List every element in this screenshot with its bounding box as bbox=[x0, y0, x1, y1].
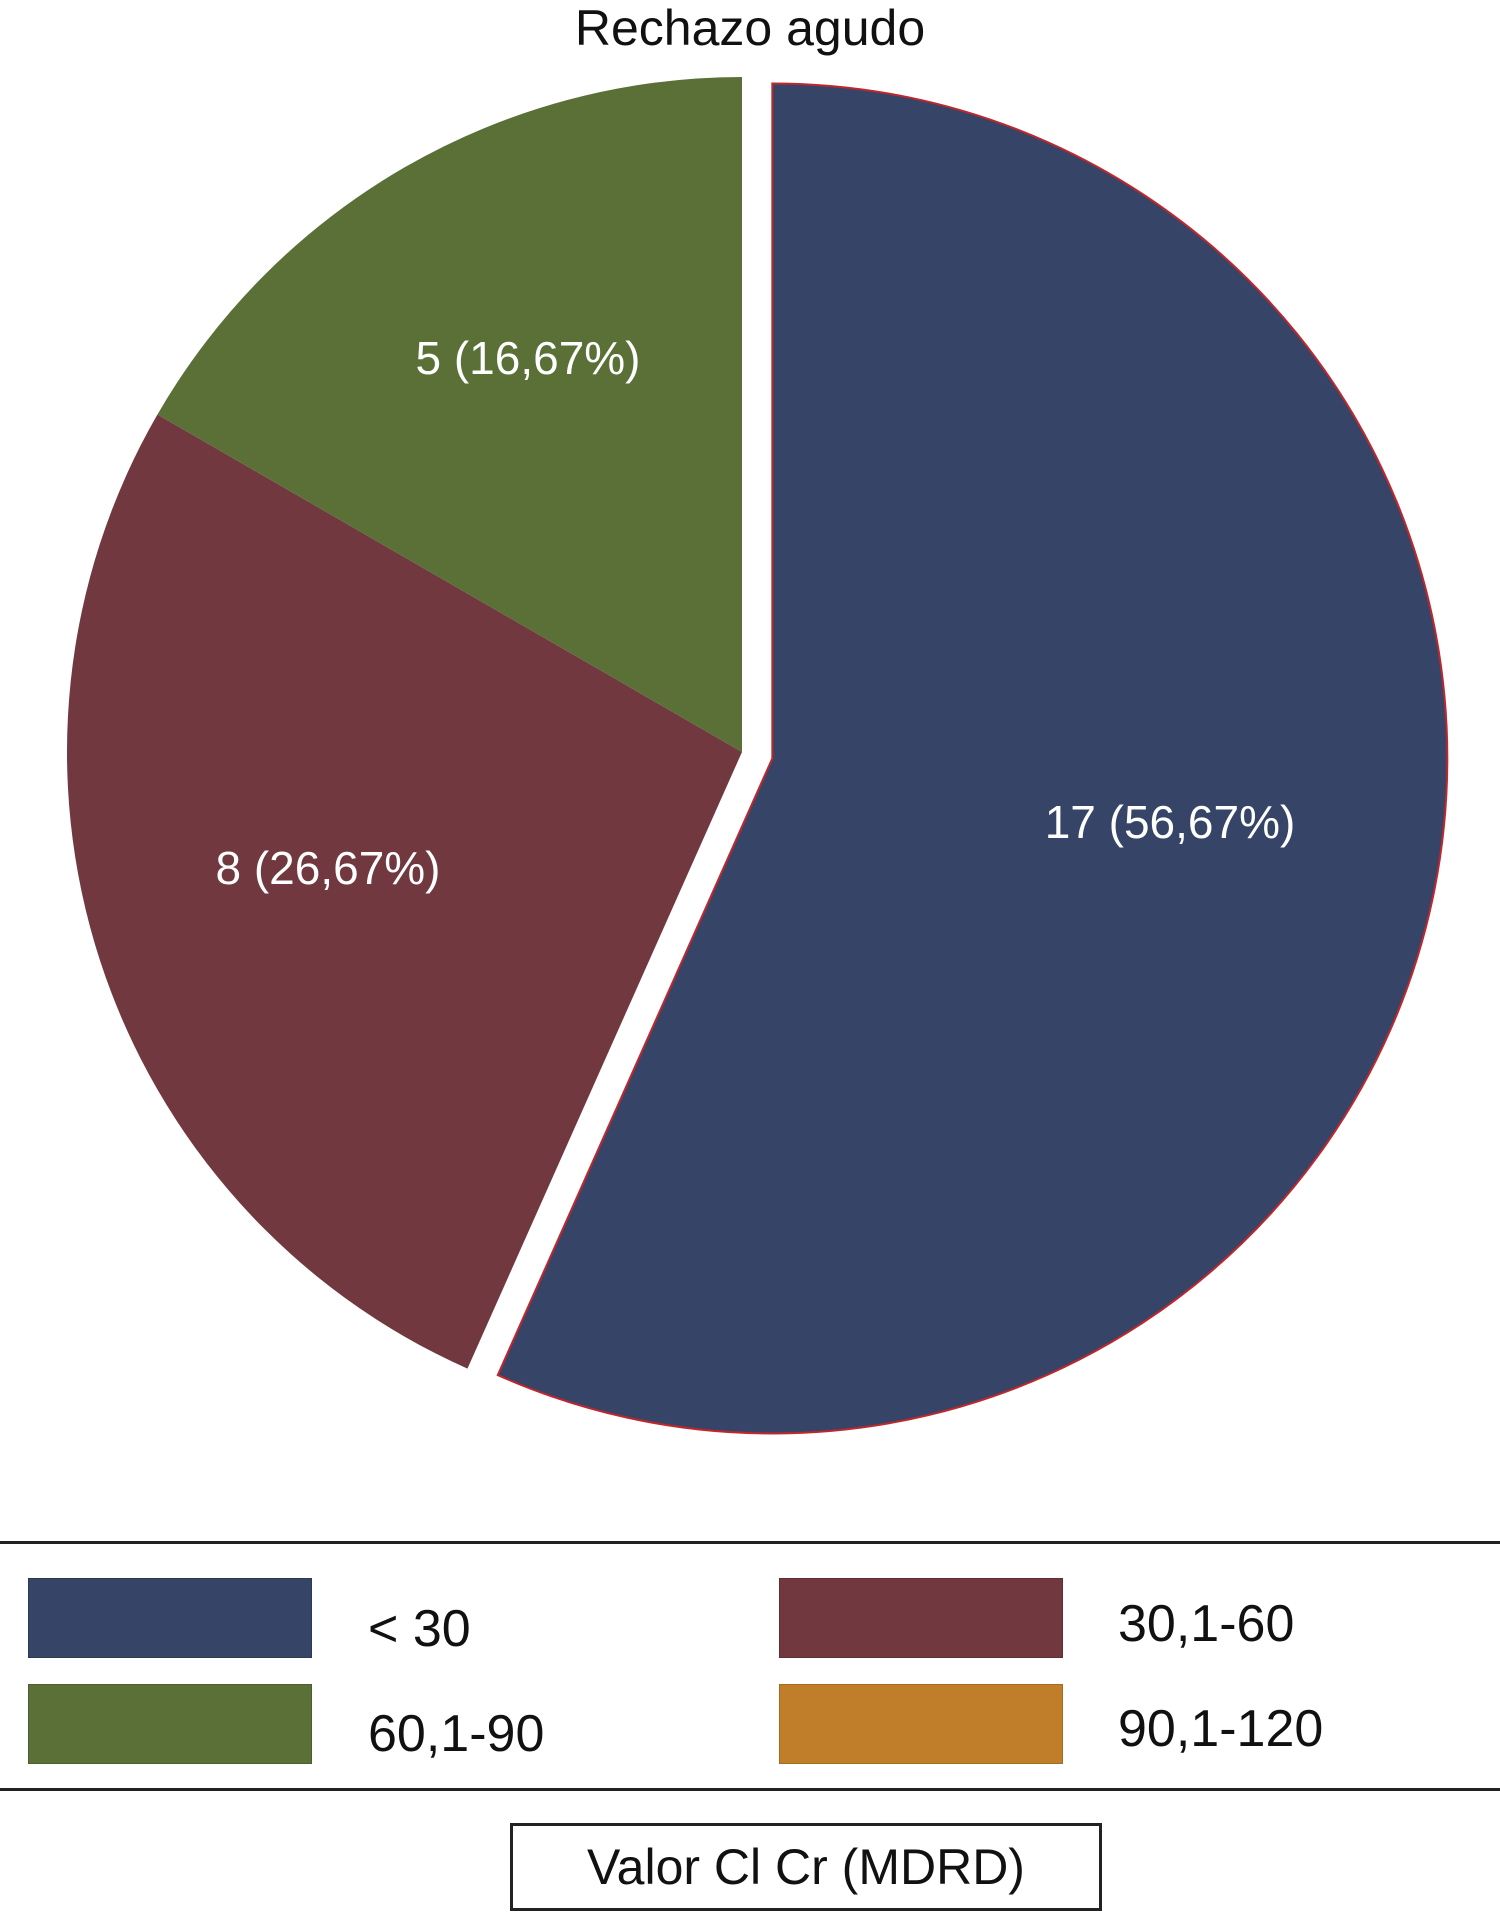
legend-label-60-90: 60,1-90 bbox=[368, 1705, 545, 1763]
legend-swatch-lt30 bbox=[28, 1578, 312, 1658]
slice-60-90-label: 5 (16,67%) bbox=[415, 332, 640, 384]
slice-60-90 bbox=[157, 77, 742, 752]
legend-label-30-60: 30,1-60 bbox=[1118, 1595, 1295, 1653]
legend-swatch-90-120 bbox=[779, 1684, 1063, 1764]
slice-lt30-label: 17 (56,67%) bbox=[1045, 796, 1296, 848]
legend-label-lt30: < 30 bbox=[368, 1600, 471, 1658]
pie-chart: 17 (56,67%) 8 (26,67%) 5 (16,67%) bbox=[66, 77, 1449, 1435]
legend-swatch-60-90 bbox=[28, 1684, 312, 1764]
chart-title: Rechazo agudo bbox=[574, 0, 926, 56]
legend: < 30 30,1-60 60,1-90 90,1-120 bbox=[0, 1541, 1500, 1791]
legend-label-90-120: 90,1-120 bbox=[1118, 1700, 1324, 1758]
slice-lt30 bbox=[496, 82, 1449, 1435]
slice-30-60 bbox=[66, 414, 742, 1369]
x-axis-label: Valor Cl Cr (MDRD) bbox=[510, 1823, 1102, 1911]
legend-swatch-30-60 bbox=[779, 1578, 1063, 1658]
slice-30-60-label: 8 (26,67%) bbox=[215, 842, 440, 894]
